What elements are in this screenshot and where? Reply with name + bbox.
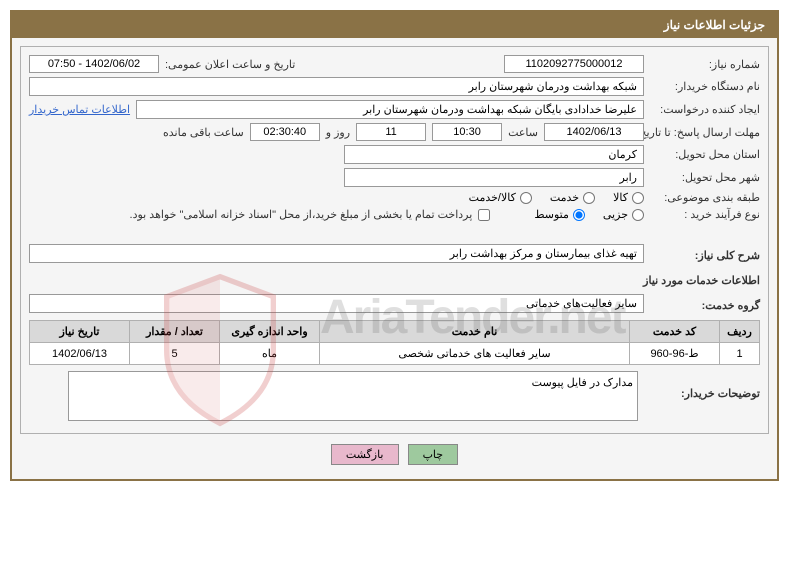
radio-partial[interactable] (632, 209, 644, 221)
province-label: استان محل تحویل: (650, 148, 760, 161)
cell-name: سایر فعالیت های خدماتی شخصی (320, 343, 630, 365)
cell-qty: 5 (130, 343, 220, 365)
category-option-khedmat[interactable]: خدمت (550, 191, 595, 204)
radio-medium-label: متوسط (534, 208, 569, 221)
purchase-option-medium[interactable]: متوسط (534, 208, 585, 221)
announce-value: 1402/06/02 - 07:50 (29, 55, 159, 73)
category-label: طبقه بندی موضوعی: (650, 191, 760, 204)
services-table: ردیف کد خدمت نام خدمت واحد اندازه گیری ت… (29, 320, 760, 365)
radio-kala-label: کالا (613, 191, 628, 204)
col-qty: تعداد / مقدار (130, 321, 220, 343)
purchase-option-partial[interactable]: جزیی (603, 208, 644, 221)
service-group-value: سایر فعالیت‌های خدماتی (29, 294, 644, 313)
city-label: شهر محل تحویل: (650, 171, 760, 184)
cell-code: ط-96-960 (630, 343, 720, 365)
city-value: رابر (344, 168, 644, 187)
print-button[interactable]: چاپ (408, 444, 459, 465)
explain-value: مدارک در فایل پیوست (68, 371, 638, 421)
deadline-label: مهلت ارسال پاسخ: تا تاریخ: (650, 126, 760, 139)
radio-khedmat-label: خدمت (550, 191, 579, 204)
cell-unit: ماه (220, 343, 320, 365)
deadline-time: 10:30 (432, 123, 502, 141)
deadline-remain-suffix: ساعت باقی مانده (163, 126, 244, 139)
service-group-label: گروه خدمت: (650, 299, 760, 312)
general-desc-value: تهیه غذای بیمارستان و مرکز بهداشت رابر (29, 244, 644, 263)
services-info-label: اطلاعات خدمات مورد نیاز (29, 274, 760, 287)
radio-khedmat[interactable] (583, 192, 595, 204)
main-container: جزئیات اطلاعات نیاز شماره نیاز: 11020927… (10, 10, 779, 481)
content-area: شماره نیاز: 1102092775000012 تاریخ و ساع… (12, 38, 777, 479)
back-button[interactable]: بازگشت (331, 444, 399, 465)
requester-label: ایجاد کننده درخواست: (650, 103, 760, 116)
radio-medium[interactable] (573, 209, 585, 221)
contact-link[interactable]: اطلاعات تماس خریدار (29, 103, 130, 116)
explain-label: توضیحات خریدار: (650, 387, 760, 400)
need-number-label: شماره نیاز: (650, 58, 760, 71)
deadline-days: 11 (356, 123, 426, 141)
col-unit: واحد اندازه گیری (220, 321, 320, 343)
requester-value: علیرضا خدادادی بایگان شبکه بهداشت ودرمان… (136, 100, 644, 119)
cell-row: 1 (720, 343, 760, 365)
need-number-value: 1102092775000012 (504, 55, 644, 73)
col-date: تاریخ نیاز (30, 321, 130, 343)
header-title: جزئیات اطلاعات نیاز (12, 12, 777, 38)
category-option-kala[interactable]: کالا (613, 191, 644, 204)
radio-kala[interactable] (632, 192, 644, 204)
cell-date: 1402/06/13 (30, 343, 130, 365)
province-value: کرمان (344, 145, 644, 164)
col-name: نام خدمت (320, 321, 630, 343)
deadline-date: 1402/06/13 (544, 123, 644, 141)
category-option-both[interactable]: کالا/خدمت (469, 191, 532, 204)
buyer-label: نام دستگاه خریدار: (650, 80, 760, 93)
radio-both-label: کالا/خدمت (469, 191, 516, 204)
radio-partial-label: جزیی (603, 208, 628, 221)
general-desc-label: شرح کلی نیاز: (650, 249, 760, 262)
buyer-value: شبکه بهداشت ودرمان شهرستان رابر (29, 77, 644, 96)
announce-label: تاریخ و ساعت اعلان عمومی: (165, 58, 295, 71)
deadline-days-suffix: روز و (326, 126, 350, 139)
form-box: شماره نیاز: 1102092775000012 تاریخ و ساع… (20, 46, 769, 434)
treasury-checkbox-label: پرداخت تمام یا بخشی از مبلغ خرید،از محل … (130, 208, 473, 221)
col-code: کد خدمت (630, 321, 720, 343)
button-row: چاپ بازگشت (20, 444, 769, 471)
deadline-time-label: ساعت (508, 126, 538, 139)
col-row: ردیف (720, 321, 760, 343)
treasury-checkbox[interactable] (478, 209, 490, 221)
purchase-label: نوع فرآیند خرید : (650, 208, 760, 221)
deadline-remain: 02:30:40 (250, 123, 320, 141)
table-row: 1 ط-96-960 سایر فعالیت های خدماتی شخصی م… (30, 343, 760, 365)
radio-both[interactable] (520, 192, 532, 204)
